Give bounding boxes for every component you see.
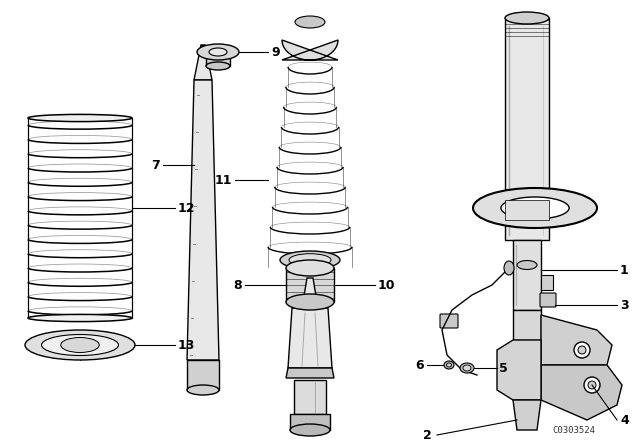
Polygon shape bbox=[187, 360, 219, 390]
Polygon shape bbox=[286, 368, 334, 378]
Ellipse shape bbox=[206, 62, 230, 70]
Text: 12: 12 bbox=[178, 202, 195, 215]
Ellipse shape bbox=[286, 260, 334, 276]
Polygon shape bbox=[513, 310, 541, 340]
Ellipse shape bbox=[286, 294, 334, 310]
Polygon shape bbox=[513, 240, 541, 310]
Ellipse shape bbox=[61, 337, 99, 353]
Polygon shape bbox=[290, 414, 330, 430]
Text: 3: 3 bbox=[620, 298, 628, 311]
Ellipse shape bbox=[209, 48, 227, 56]
Text: 13: 13 bbox=[178, 339, 195, 352]
Ellipse shape bbox=[42, 335, 118, 356]
Ellipse shape bbox=[444, 361, 454, 369]
Ellipse shape bbox=[505, 12, 549, 24]
Polygon shape bbox=[513, 400, 541, 430]
Text: 5: 5 bbox=[499, 362, 508, 375]
Ellipse shape bbox=[517, 260, 537, 270]
Ellipse shape bbox=[504, 261, 514, 275]
Text: 1: 1 bbox=[620, 263, 628, 276]
Circle shape bbox=[578, 346, 586, 354]
Ellipse shape bbox=[295, 16, 325, 28]
Polygon shape bbox=[541, 365, 622, 420]
Polygon shape bbox=[288, 308, 332, 368]
Ellipse shape bbox=[289, 254, 331, 266]
Polygon shape bbox=[541, 275, 553, 290]
Text: C0303524: C0303524 bbox=[552, 426, 595, 435]
Polygon shape bbox=[194, 45, 212, 80]
Ellipse shape bbox=[28, 314, 132, 322]
Polygon shape bbox=[497, 340, 541, 400]
Polygon shape bbox=[187, 80, 219, 360]
Text: 10: 10 bbox=[378, 279, 396, 292]
Ellipse shape bbox=[501, 197, 569, 219]
Polygon shape bbox=[302, 278, 318, 308]
Text: 11: 11 bbox=[214, 173, 232, 186]
FancyBboxPatch shape bbox=[440, 314, 458, 328]
Polygon shape bbox=[541, 315, 612, 365]
Text: 2: 2 bbox=[423, 428, 432, 441]
Ellipse shape bbox=[187, 385, 219, 395]
Ellipse shape bbox=[473, 188, 597, 228]
Polygon shape bbox=[282, 40, 338, 60]
Circle shape bbox=[588, 381, 596, 389]
Text: 4: 4 bbox=[620, 414, 628, 426]
Text: 7: 7 bbox=[151, 159, 160, 172]
Ellipse shape bbox=[460, 363, 474, 373]
Polygon shape bbox=[286, 268, 334, 302]
Ellipse shape bbox=[463, 365, 471, 371]
Ellipse shape bbox=[290, 424, 330, 436]
Polygon shape bbox=[294, 380, 326, 414]
Ellipse shape bbox=[25, 330, 135, 360]
Polygon shape bbox=[505, 18, 549, 240]
Ellipse shape bbox=[28, 114, 132, 121]
Circle shape bbox=[584, 377, 600, 393]
Polygon shape bbox=[505, 200, 549, 220]
Ellipse shape bbox=[280, 251, 340, 269]
Text: 9: 9 bbox=[271, 46, 280, 59]
Ellipse shape bbox=[197, 44, 239, 60]
Polygon shape bbox=[206, 52, 230, 66]
Ellipse shape bbox=[447, 363, 451, 367]
Text: 8: 8 bbox=[234, 279, 242, 292]
Text: 6: 6 bbox=[415, 358, 424, 371]
Circle shape bbox=[574, 342, 590, 358]
FancyBboxPatch shape bbox=[540, 293, 556, 307]
